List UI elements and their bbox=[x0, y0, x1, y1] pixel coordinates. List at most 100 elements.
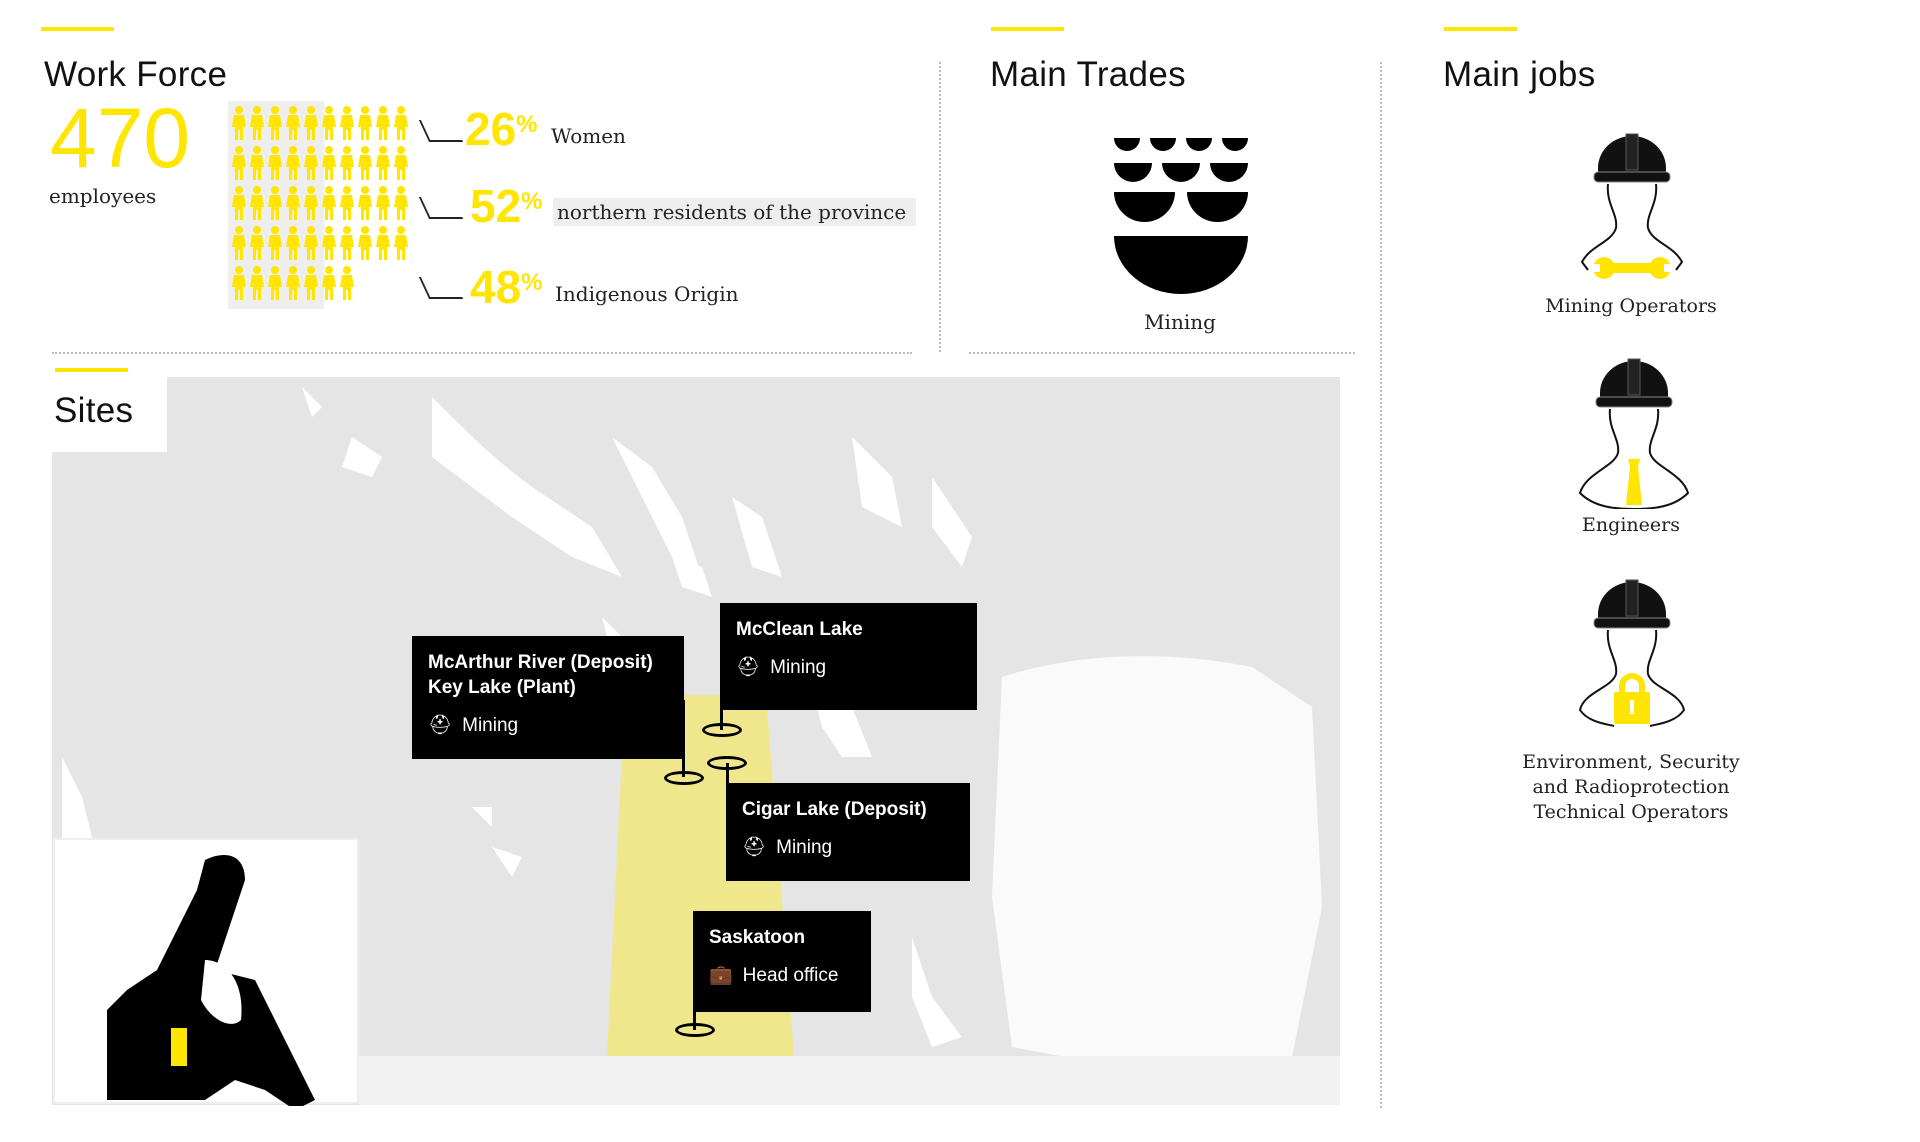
site-marker-mcclean[interactable]: McClean Lake ⛑ Mining bbox=[720, 603, 977, 710]
person-icon bbox=[250, 266, 264, 300]
site-marker-cigar[interactable]: Cigar Lake (Deposit) ⛑ Mining bbox=[726, 783, 970, 881]
miner-helmet-icon: ⛑ bbox=[428, 715, 453, 736]
person-icon bbox=[304, 186, 318, 220]
site-name: Key Lake (Plant) bbox=[428, 677, 576, 698]
jobs-title: Main jobs bbox=[1443, 55, 1596, 94]
person-icon bbox=[304, 226, 318, 260]
person-icon bbox=[304, 266, 318, 300]
person-icon bbox=[394, 226, 408, 260]
job-label: Mining Operators bbox=[1545, 295, 1717, 317]
job-label-line: Environment, Security bbox=[1522, 751, 1740, 773]
divider bbox=[52, 352, 912, 354]
worker-wrench-icon bbox=[1580, 133, 1684, 279]
worker-tie-icon bbox=[1578, 358, 1690, 509]
bracket-line bbox=[418, 277, 464, 299]
person-icon bbox=[268, 226, 282, 260]
miner-helmet-icon: ⛑ bbox=[736, 657, 761, 678]
person-icon bbox=[394, 146, 408, 180]
person-icon bbox=[286, 106, 300, 140]
section-accent bbox=[55, 368, 128, 372]
worker-lock-icon bbox=[1578, 579, 1686, 727]
trade-label: Mining bbox=[1144, 310, 1216, 334]
person-icon bbox=[376, 226, 390, 260]
sites-title-box bbox=[52, 377, 167, 452]
person-icon bbox=[268, 266, 282, 300]
person-icon bbox=[394, 106, 408, 140]
stat-women-value: 26% bbox=[465, 106, 538, 152]
divider bbox=[939, 62, 941, 352]
flag-pole bbox=[682, 700, 685, 777]
person-icon bbox=[340, 186, 354, 220]
miner-helmet-icon: ⛑ bbox=[742, 837, 767, 858]
person-icon bbox=[322, 186, 336, 220]
site-marker-saskatoon[interactable]: Saskatoon 💼 Head office bbox=[693, 911, 871, 1012]
flag-pole bbox=[720, 700, 723, 730]
site-name: McClean Lake bbox=[736, 619, 863, 640]
location-pin[interactable] bbox=[707, 756, 747, 770]
stat-unit: % bbox=[521, 269, 543, 296]
person-icon bbox=[322, 266, 336, 300]
person-icon bbox=[250, 146, 264, 180]
site-type: Head office bbox=[742, 965, 839, 986]
location-pin[interactable] bbox=[664, 771, 704, 785]
divider bbox=[969, 352, 1355, 354]
person-icon bbox=[322, 226, 336, 260]
person-icon bbox=[340, 226, 354, 260]
site-marker-mcarthur[interactable]: McArthur River (Deposit) Key Lake (Plant… bbox=[412, 636, 684, 759]
person-icon bbox=[394, 186, 408, 220]
stat-women-label: Women bbox=[551, 124, 626, 148]
person-icon bbox=[250, 226, 264, 260]
person-icon bbox=[286, 146, 300, 180]
job-label-line: and Radioprotection bbox=[1532, 776, 1730, 798]
location-pin[interactable] bbox=[675, 1023, 715, 1037]
person-icon bbox=[268, 186, 282, 220]
person-icon bbox=[250, 106, 264, 140]
bracket-line bbox=[418, 197, 464, 219]
site-name: McArthur River (Deposit) bbox=[428, 652, 653, 673]
flag-pole bbox=[726, 763, 729, 793]
person-icon bbox=[250, 186, 264, 220]
person-icon bbox=[322, 106, 336, 140]
person-icon bbox=[286, 186, 300, 220]
mining-icon bbox=[1114, 138, 1248, 294]
person-icon bbox=[358, 146, 372, 180]
flag-pole bbox=[693, 1000, 696, 1030]
person-icon bbox=[268, 106, 282, 140]
site-name: Saskatoon bbox=[709, 927, 806, 948]
stat-value: 48 bbox=[470, 261, 522, 313]
stat-northern-value: 52% bbox=[470, 183, 543, 229]
section-accent bbox=[41, 27, 114, 31]
person-icon bbox=[340, 266, 354, 300]
person-icon bbox=[340, 146, 354, 180]
person-icon bbox=[358, 186, 372, 220]
site-name: Cigar Lake (Deposit) bbox=[742, 799, 927, 820]
stat-indigenous-label: Indigenous Origin bbox=[555, 282, 739, 306]
person-icon bbox=[286, 266, 300, 300]
stat-northern-label: northern residents of the province bbox=[553, 198, 917, 226]
person-icon bbox=[340, 106, 354, 140]
person-icon bbox=[304, 146, 318, 180]
person-icon bbox=[286, 226, 300, 260]
employee-count: 470 bbox=[50, 91, 191, 185]
job-label: Engineers bbox=[1582, 514, 1680, 536]
stat-value: 52 bbox=[470, 180, 522, 232]
section-accent bbox=[1444, 27, 1517, 31]
location-pin[interactable] bbox=[702, 723, 742, 737]
person-icon bbox=[232, 106, 246, 140]
stat-value: 26 bbox=[465, 103, 517, 155]
job-label-line: Technical Operators bbox=[1533, 801, 1729, 823]
section-accent bbox=[991, 27, 1064, 31]
site-type: Mining bbox=[462, 715, 519, 736]
people-grid bbox=[232, 106, 422, 306]
trades-title: Main Trades bbox=[990, 55, 1186, 94]
person-icon bbox=[232, 186, 246, 220]
person-icon bbox=[268, 146, 282, 180]
person-icon bbox=[232, 266, 246, 300]
person-icon bbox=[376, 106, 390, 140]
divider bbox=[1380, 62, 1382, 1108]
job-label: Environment, Security and Radioprotectio… bbox=[1471, 750, 1791, 825]
person-icon bbox=[376, 146, 390, 180]
site-type: Mining bbox=[770, 657, 827, 678]
stat-unit: % bbox=[521, 188, 543, 215]
person-icon bbox=[304, 106, 318, 140]
